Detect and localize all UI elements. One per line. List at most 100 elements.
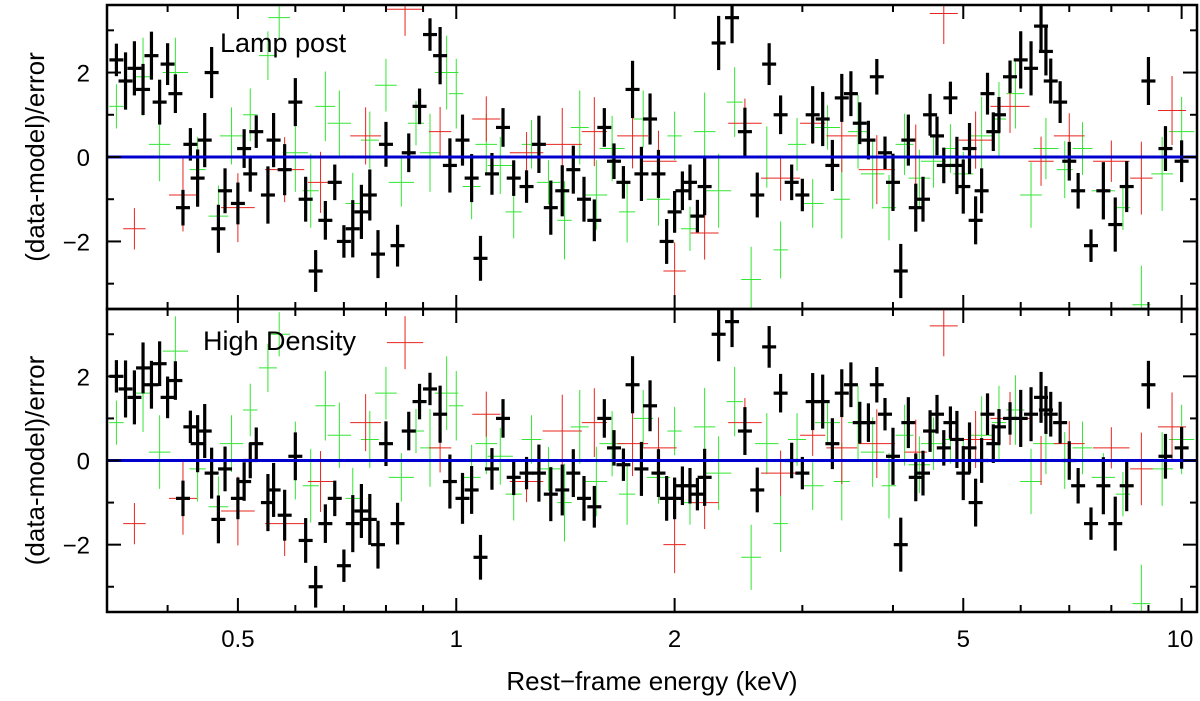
- data-point-black: [354, 483, 369, 539]
- panel-label: Lamp post: [220, 28, 347, 58]
- data-point-black: [1013, 389, 1028, 447]
- data-point-black: [1158, 126, 1173, 172]
- data-point-black: [852, 102, 867, 145]
- data-point-black: [885, 153, 900, 211]
- data-point-black: [136, 342, 151, 394]
- data-point-black: [211, 495, 226, 544]
- data-point-red: [690, 206, 719, 260]
- data-point-red: [1093, 427, 1130, 469]
- data-point-black: [956, 159, 971, 214]
- data-point-green: [268, 312, 290, 357]
- data-point-green: [585, 160, 608, 230]
- data-point-black: [370, 520, 385, 569]
- data-point-black: [815, 91, 830, 147]
- data-point-green: [1072, 421, 1093, 475]
- data-point-black: [625, 60, 640, 119]
- data-point-green: [557, 463, 572, 542]
- panel-high-density: 2 0 −2 (data-model)/error High Density: [20, 307, 1199, 614]
- data-point-black: [643, 380, 658, 432]
- data-point-green: [1132, 564, 1151, 612]
- data-point-black: [762, 43, 777, 86]
- data-point-black: [1141, 57, 1156, 105]
- data-point-black: [433, 27, 448, 85]
- data-point-black: [991, 96, 1006, 133]
- data-point-red: [123, 208, 146, 250]
- panel-label: High Density: [203, 326, 357, 356]
- data-point-green: [570, 90, 589, 165]
- data-point-green: [1020, 162, 1042, 228]
- data-point-red: [761, 450, 801, 496]
- data-point-red: [858, 135, 896, 205]
- data-point-black: [682, 468, 697, 504]
- data-point-black: [682, 164, 697, 201]
- data-point-black: [576, 476, 591, 521]
- data-point-green: [434, 356, 459, 430]
- data-point-green: [881, 453, 897, 519]
- data-point-black: [412, 383, 427, 420]
- data-point-black: [370, 230, 385, 279]
- data-point-black: [991, 409, 1006, 445]
- data-point-black: [949, 136, 964, 195]
- data-point-black: [190, 415, 205, 473]
- data-point-green: [619, 181, 636, 243]
- data-point-black: [616, 166, 631, 199]
- data-point-red: [929, 309, 958, 357]
- data-point-black: [197, 113, 212, 168]
- data-point-black: [893, 243, 908, 299]
- data-point-green: [148, 415, 171, 489]
- data-point-green: [557, 181, 572, 260]
- data-point-black: [555, 165, 570, 217]
- data-point-black: [566, 449, 581, 498]
- data-point-black: [183, 128, 198, 161]
- data-point-black: [737, 407, 752, 455]
- data-point-black: [412, 88, 427, 125]
- data-point-red: [1130, 141, 1153, 215]
- y-axis-label: (data-model)/error: [20, 355, 50, 565]
- data-point-red: [581, 388, 607, 457]
- data-point-green: [741, 246, 762, 309]
- data-point-black: [1084, 507, 1099, 540]
- data-point-black: [218, 446, 233, 492]
- data-point-black: [277, 144, 292, 196]
- data-point-black: [531, 444, 546, 502]
- data-point-black: [825, 139, 840, 191]
- data-point-black: [885, 427, 900, 485]
- data-point-green: [375, 58, 397, 112]
- data-point-black: [243, 156, 258, 192]
- data-point-black: [923, 410, 938, 452]
- data-point-red: [386, 316, 424, 370]
- data-point-black: [168, 74, 183, 114]
- data-point-black: [690, 477, 705, 511]
- data-point-green: [536, 160, 561, 205]
- data-point-black: [697, 448, 712, 506]
- data-point-black: [1024, 41, 1039, 96]
- data-point-black: [1084, 229, 1099, 262]
- data-point-red: [350, 394, 382, 452]
- data-point-black: [923, 93, 938, 136]
- data-point-green: [449, 58, 464, 129]
- data-point-green: [1033, 117, 1059, 180]
- data-point-black: [795, 178, 810, 212]
- data-point-black: [725, 309, 740, 348]
- data-point-red: [663, 242, 686, 300]
- data-point-green: [268, 5, 290, 40]
- data-point-black: [136, 63, 151, 115]
- data-point-black: [308, 250, 323, 292]
- data-point-black: [249, 115, 264, 148]
- data-point-black: [795, 456, 810, 490]
- data-point-black: [531, 115, 546, 173]
- data-point-green: [219, 415, 244, 473]
- data-point-green: [1151, 432, 1173, 506]
- data-point-black: [980, 72, 995, 115]
- data-point-green: [315, 71, 336, 142]
- data-point-black: [218, 168, 233, 214]
- data-point-black: [168, 361, 183, 400]
- data-point-black: [496, 108, 511, 147]
- data-point-black: [711, 309, 726, 362]
- data-point-black: [354, 184, 369, 239]
- data-point-black: [667, 477, 682, 520]
- x-tick-label: 0.5: [221, 626, 254, 653]
- data-point-green: [741, 524, 762, 590]
- data-point-black: [697, 157, 712, 216]
- data-point-red: [1028, 136, 1054, 186]
